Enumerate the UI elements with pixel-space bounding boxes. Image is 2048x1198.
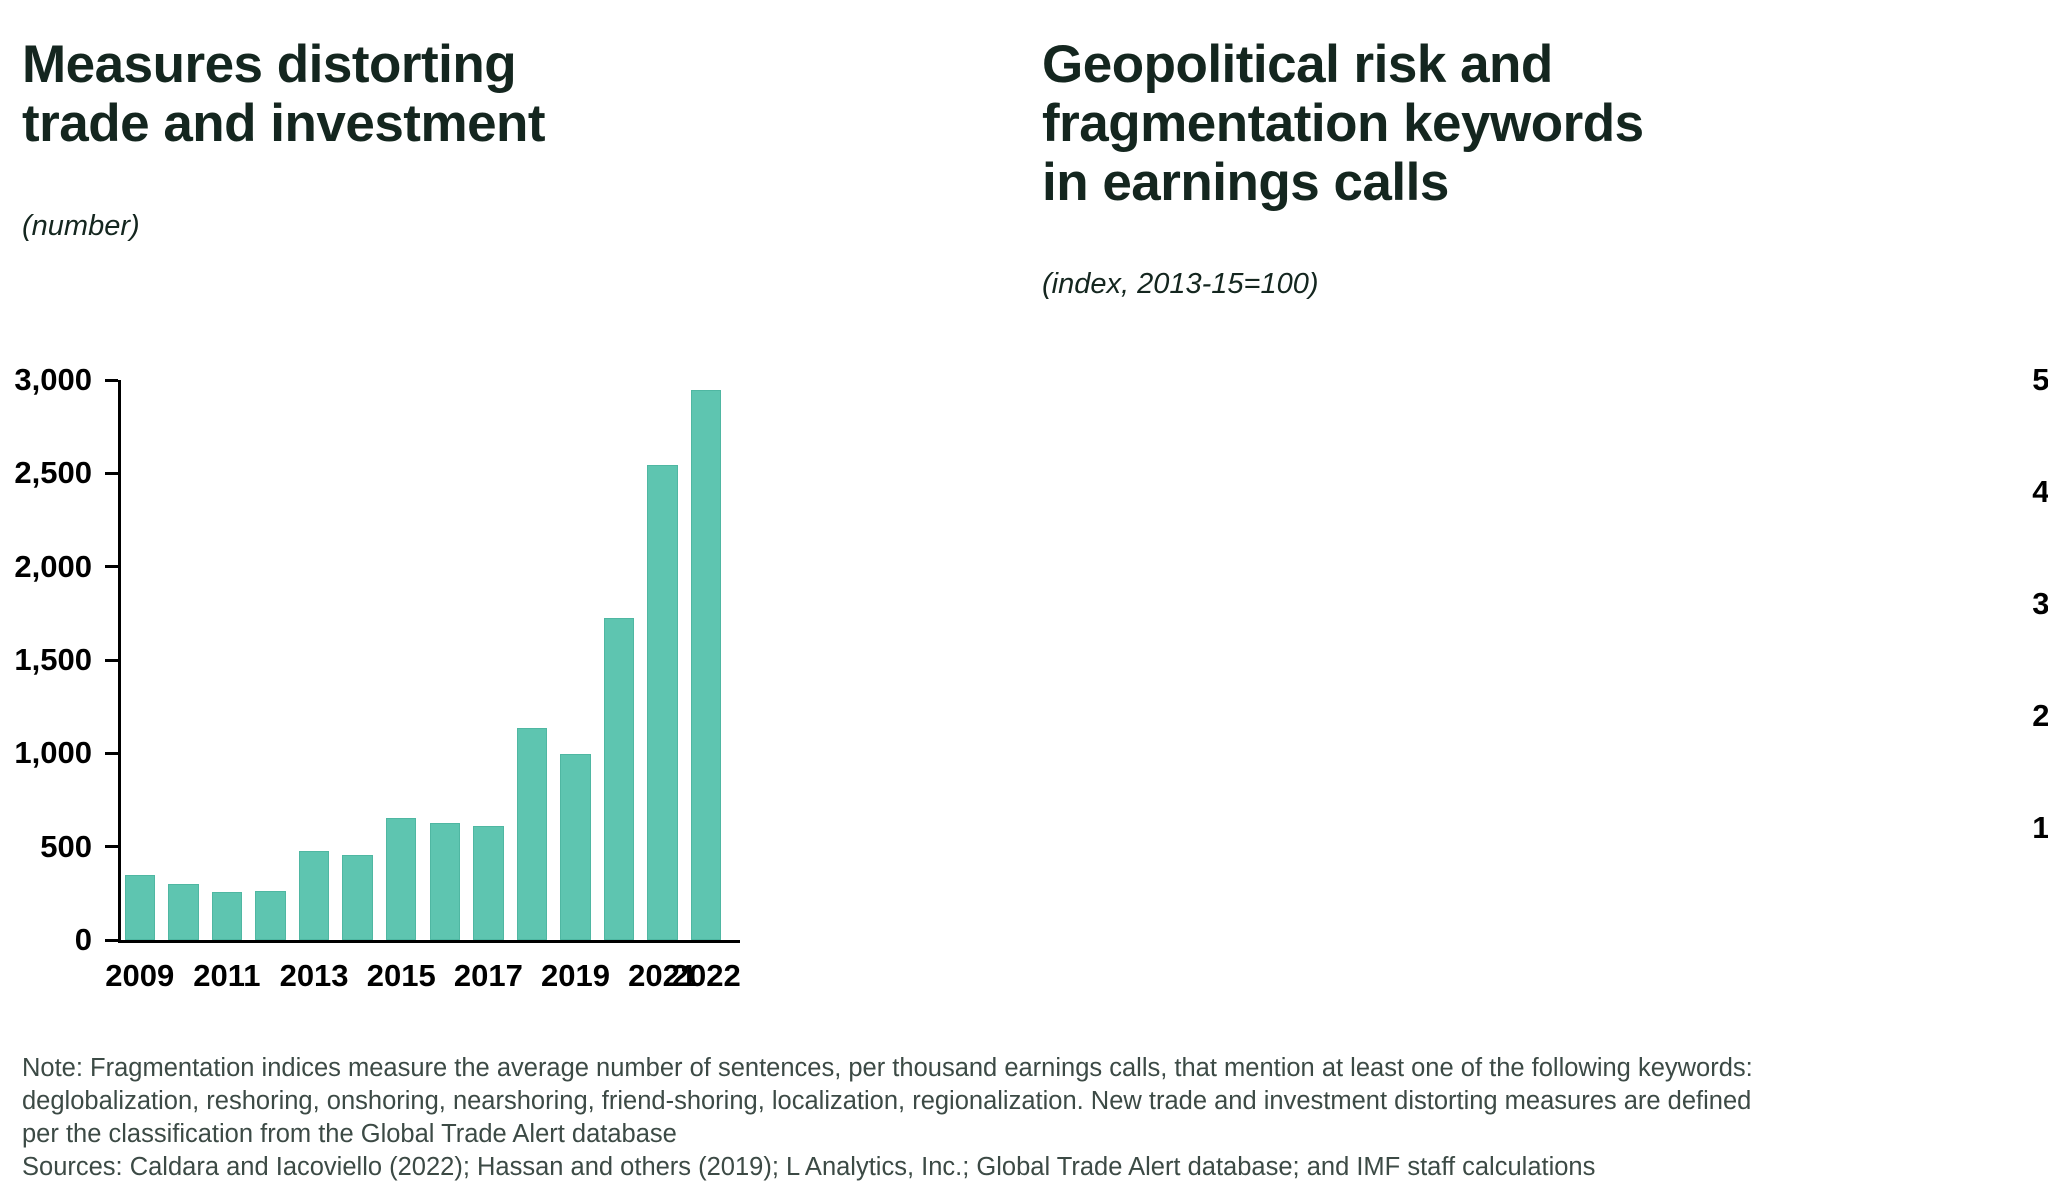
bar-x-axis bbox=[118, 940, 740, 943]
bar-x-tick-label: 2017 bbox=[453, 958, 523, 993]
bar-x-tick-label: 2021 bbox=[628, 958, 698, 993]
right-chart-panel: Geopolitical risk and fragmentation keyw… bbox=[1020, 0, 2048, 1040]
right-chart-subtitle: (index, 2013-15=100) bbox=[1042, 268, 1319, 300]
right-chart-title: Geopolitical risk and fragmentation keyw… bbox=[1042, 35, 1644, 212]
bar-y-tick-label: 1,500 bbox=[14, 642, 92, 677]
bar-x-tick-label: 2011 bbox=[193, 958, 261, 993]
bar bbox=[385, 817, 417, 940]
bar bbox=[603, 618, 635, 940]
bar bbox=[473, 826, 504, 940]
bar bbox=[298, 851, 330, 940]
bar-y-tick-label: 2,500 bbox=[14, 455, 92, 491]
footnote-block: Note: Fragmentation indices measure the … bbox=[22, 1052, 2032, 1185]
bar-y-tick bbox=[105, 658, 118, 662]
bar-y-tick bbox=[105, 751, 118, 755]
bar-x-tick-label: 2019 bbox=[541, 958, 610, 993]
bar bbox=[342, 855, 373, 940]
line-left-y-tick-label: 300 bbox=[2032, 586, 2048, 621]
bar-y-tick bbox=[105, 938, 118, 942]
line-left-y-tick-label: 400 bbox=[2032, 474, 2048, 509]
bar bbox=[124, 874, 156, 940]
line-left-y-tick-label: 100 bbox=[2032, 810, 2048, 845]
bar-y-axis bbox=[118, 380, 121, 941]
bar bbox=[255, 891, 286, 940]
note-line-2: deglobalization, reshoring, onshoring, n… bbox=[22, 1087, 1752, 1116]
note-line-3: per the classification from the Global T… bbox=[22, 1120, 677, 1149]
bar bbox=[647, 464, 678, 940]
bar bbox=[690, 390, 722, 940]
bar-y-tick-label: 2,000 bbox=[14, 548, 92, 584]
bar-x-tick-label: 2009 bbox=[105, 958, 175, 993]
bar bbox=[516, 728, 548, 940]
bar-y-tick-label: 500 bbox=[40, 828, 92, 864]
line-left-y-tick-label: 200 bbox=[2032, 698, 2048, 733]
bar-y-tick bbox=[105, 471, 118, 475]
bar-chart-plot-area: 0 500 1,000 1,500 2,000 2,500 3,000 2009 2011 201… bbox=[14, 362, 740, 993]
sources-line: Sources: Caldara and Iacoviello (2022); … bbox=[22, 1153, 1596, 1182]
bar-y-tick bbox=[105, 378, 118, 382]
bar-y-tick-label: 1,000 bbox=[14, 735, 92, 771]
left-chart-panel: Measures distorting trade and investment… bbox=[0, 0, 1020, 1040]
note-line-1: Note: Fragmentation indices measure the … bbox=[22, 1054, 1753, 1082]
bar-x-tick-label: 2013 bbox=[279, 958, 349, 993]
left-chart-title: Measures distorting trade and investment bbox=[22, 35, 546, 153]
bar-x-tick-label: 2015 bbox=[366, 958, 436, 993]
left-chart-subtitle: (number) bbox=[22, 210, 140, 242]
bar-y-tick-label: 0 bbox=[74, 922, 92, 957]
bar-y-tick-label: 3,000 bbox=[14, 362, 92, 397]
bar-y-tick bbox=[105, 565, 118, 569]
line-left-y-tick-label: 500 bbox=[2032, 362, 2048, 397]
bar bbox=[560, 754, 591, 940]
bar bbox=[429, 823, 461, 940]
bar-y-tick bbox=[105, 845, 118, 849]
bar bbox=[168, 884, 199, 940]
bar bbox=[211, 892, 243, 940]
bar-x-tick-label: 2022 bbox=[671, 958, 741, 993]
